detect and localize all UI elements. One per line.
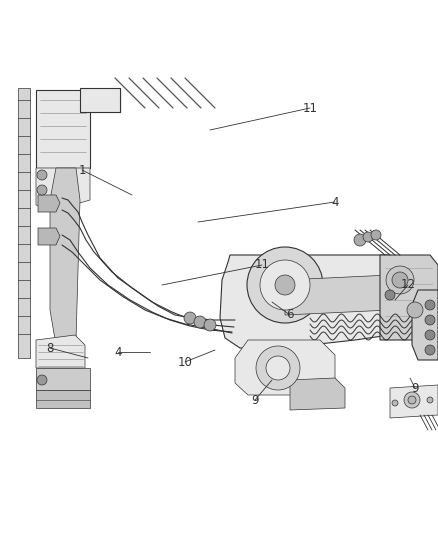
Polygon shape: [38, 195, 60, 212]
Polygon shape: [290, 378, 345, 410]
Polygon shape: [80, 88, 120, 112]
Polygon shape: [380, 255, 438, 340]
Circle shape: [425, 330, 435, 340]
Polygon shape: [36, 335, 85, 368]
Circle shape: [204, 319, 216, 331]
Text: 4: 4: [114, 345, 122, 359]
Text: 12: 12: [400, 279, 416, 292]
Text: 11: 11: [303, 101, 318, 115]
Text: 9: 9: [251, 393, 259, 407]
Text: 9: 9: [411, 382, 419, 394]
Circle shape: [354, 234, 366, 246]
Polygon shape: [36, 168, 90, 210]
Text: 1: 1: [78, 164, 86, 176]
Text: 6: 6: [286, 309, 294, 321]
Polygon shape: [285, 275, 410, 315]
Circle shape: [425, 315, 435, 325]
Circle shape: [385, 290, 395, 300]
Polygon shape: [36, 368, 90, 390]
Circle shape: [266, 356, 290, 380]
Circle shape: [425, 300, 435, 310]
Circle shape: [275, 275, 295, 295]
Text: 11: 11: [254, 259, 269, 271]
Text: 8: 8: [46, 342, 54, 354]
Circle shape: [427, 397, 433, 403]
Circle shape: [408, 396, 416, 404]
Text: 4: 4: [331, 196, 339, 208]
Polygon shape: [412, 290, 438, 360]
Circle shape: [407, 302, 423, 318]
Circle shape: [194, 316, 206, 328]
Polygon shape: [390, 385, 438, 418]
Circle shape: [184, 312, 196, 324]
Polygon shape: [36, 390, 90, 408]
Circle shape: [392, 400, 398, 406]
Circle shape: [260, 260, 310, 310]
Circle shape: [392, 272, 408, 288]
Circle shape: [404, 392, 420, 408]
Polygon shape: [38, 228, 60, 245]
Circle shape: [371, 230, 381, 240]
Circle shape: [37, 185, 47, 195]
Circle shape: [256, 346, 300, 390]
Text: 10: 10: [177, 356, 192, 368]
Circle shape: [425, 345, 435, 355]
Polygon shape: [50, 168, 80, 345]
Polygon shape: [36, 90, 90, 168]
Circle shape: [37, 170, 47, 180]
Circle shape: [386, 266, 414, 294]
Circle shape: [247, 247, 323, 323]
Polygon shape: [18, 88, 30, 358]
Circle shape: [363, 232, 373, 242]
Circle shape: [37, 375, 47, 385]
Polygon shape: [220, 255, 415, 348]
Polygon shape: [235, 340, 335, 395]
